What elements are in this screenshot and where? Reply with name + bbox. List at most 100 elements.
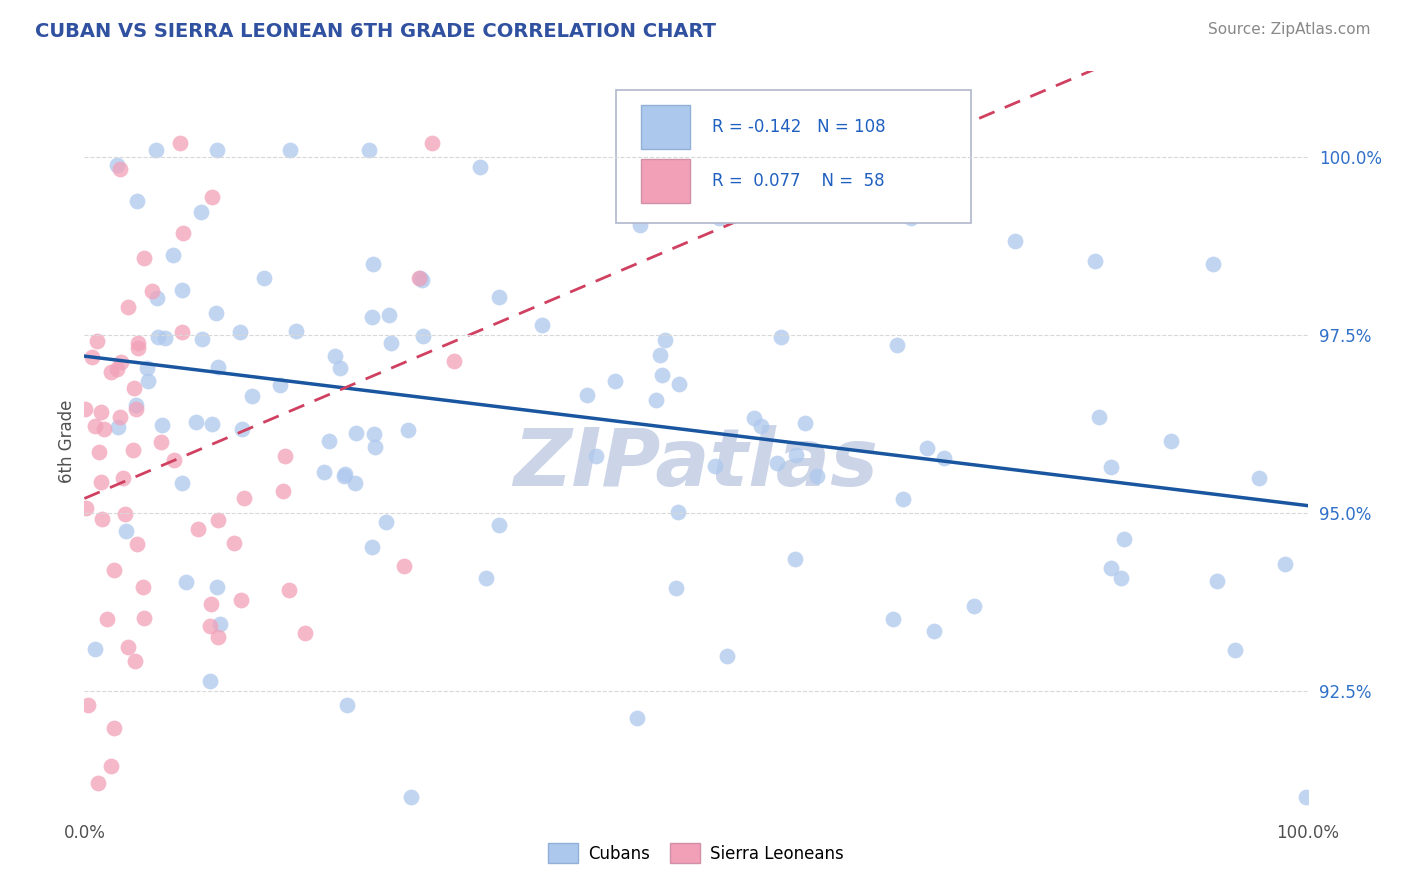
Point bbox=[399, 790, 422, 805]
Point bbox=[1206, 574, 1229, 588]
Point bbox=[1088, 410, 1111, 425]
Point bbox=[742, 410, 765, 425]
Point bbox=[146, 291, 169, 305]
Point bbox=[1084, 254, 1107, 268]
Point bbox=[100, 759, 122, 773]
Point bbox=[443, 353, 465, 368]
Point bbox=[1223, 643, 1246, 657]
Point bbox=[336, 698, 359, 713]
Point bbox=[170, 476, 193, 491]
Text: Source: ZipAtlas.com: Source: ZipAtlas.com bbox=[1208, 22, 1371, 37]
Point bbox=[145, 143, 167, 157]
Point bbox=[103, 722, 125, 736]
Point bbox=[634, 176, 657, 190]
Point bbox=[312, 465, 335, 479]
Point bbox=[229, 325, 252, 339]
Point bbox=[201, 417, 224, 432]
Point bbox=[174, 574, 197, 589]
Point bbox=[187, 522, 209, 536]
Point bbox=[651, 368, 673, 382]
Point bbox=[121, 442, 143, 457]
Point bbox=[603, 374, 626, 388]
Point bbox=[198, 674, 221, 689]
Point bbox=[114, 507, 136, 521]
Point bbox=[648, 348, 671, 362]
Point bbox=[377, 308, 399, 322]
Point bbox=[806, 469, 828, 483]
Point bbox=[882, 612, 904, 626]
Legend: Cubans, Sierra Leoneans: Cubans, Sierra Leoneans bbox=[541, 837, 851, 870]
Point bbox=[749, 419, 772, 434]
Point bbox=[115, 524, 138, 538]
Point bbox=[84, 419, 107, 434]
Point bbox=[380, 336, 402, 351]
Y-axis label: 6th Grade: 6th Grade bbox=[58, 400, 76, 483]
Point bbox=[149, 435, 172, 450]
Point bbox=[127, 537, 149, 551]
Point bbox=[1274, 557, 1296, 571]
Point bbox=[886, 338, 908, 352]
Text: CUBAN VS SIERRA LEONEAN 6TH GRADE CORRELATION CHART: CUBAN VS SIERRA LEONEAN 6TH GRADE CORREL… bbox=[35, 22, 716, 41]
Point bbox=[141, 284, 163, 298]
Text: R = -0.142   N = 108: R = -0.142 N = 108 bbox=[711, 118, 886, 136]
Point bbox=[87, 776, 110, 790]
Point bbox=[363, 426, 385, 441]
Point bbox=[475, 570, 498, 584]
Point bbox=[325, 349, 347, 363]
Point bbox=[77, 698, 100, 712]
Point bbox=[105, 361, 128, 376]
Point bbox=[329, 361, 352, 376]
Point bbox=[200, 597, 222, 611]
Point bbox=[922, 624, 945, 639]
Point bbox=[285, 324, 308, 338]
Point bbox=[205, 306, 228, 320]
Point bbox=[1295, 790, 1317, 805]
Point bbox=[108, 161, 131, 176]
Point bbox=[585, 449, 607, 463]
Point bbox=[411, 273, 433, 287]
Point bbox=[190, 204, 212, 219]
Point bbox=[84, 642, 107, 657]
Point bbox=[932, 450, 955, 465]
Point bbox=[127, 336, 149, 351]
Point bbox=[224, 536, 246, 550]
Point bbox=[169, 136, 191, 150]
Point bbox=[716, 648, 738, 663]
Point bbox=[575, 388, 598, 402]
Point bbox=[1160, 434, 1182, 448]
Point bbox=[408, 270, 430, 285]
Point bbox=[278, 582, 301, 597]
Point bbox=[963, 599, 986, 613]
Point bbox=[628, 219, 651, 233]
Point bbox=[1004, 234, 1026, 248]
Point bbox=[163, 453, 186, 467]
Point bbox=[1099, 560, 1122, 574]
Point bbox=[1249, 471, 1271, 485]
Point bbox=[90, 475, 112, 490]
Point bbox=[125, 194, 148, 208]
Point bbox=[207, 360, 229, 375]
Point bbox=[111, 471, 134, 485]
Point bbox=[136, 360, 159, 375]
Point bbox=[170, 283, 193, 297]
Point bbox=[363, 440, 385, 454]
Point bbox=[186, 415, 208, 429]
Point bbox=[207, 513, 229, 527]
Point bbox=[891, 492, 914, 507]
Point bbox=[396, 423, 419, 437]
Point bbox=[766, 456, 789, 470]
Point bbox=[138, 374, 160, 388]
Point bbox=[86, 334, 108, 348]
FancyBboxPatch shape bbox=[641, 159, 690, 203]
Point bbox=[344, 475, 367, 490]
Point bbox=[132, 580, 155, 594]
Point bbox=[359, 143, 381, 157]
Point bbox=[703, 459, 725, 474]
Point bbox=[207, 580, 229, 594]
Point bbox=[900, 211, 922, 226]
Point bbox=[917, 441, 939, 455]
Point bbox=[333, 469, 356, 483]
Point bbox=[191, 332, 214, 346]
Point bbox=[231, 422, 253, 436]
Point bbox=[654, 334, 676, 348]
